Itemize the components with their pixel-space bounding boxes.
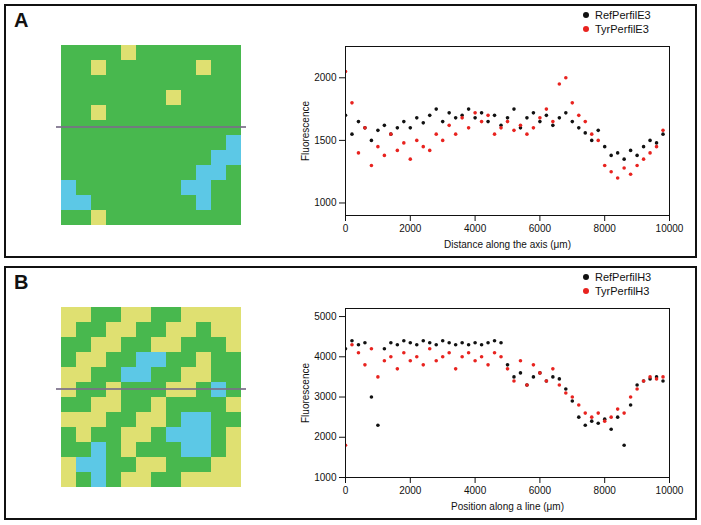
html-text:RefPerfilE3: RefPerfilE3 <box>595 9 651 21</box>
svg-text:Position along a line (μm): Position along a line (μm) <box>451 501 564 512</box>
svg-text:6000: 6000 <box>529 223 552 234</box>
svg-text:8000: 8000 <box>594 485 617 496</box>
svg-text:4000: 4000 <box>314 351 337 362</box>
svg-text:3000: 3000 <box>314 391 337 402</box>
svg-text:2000: 2000 <box>314 431 337 442</box>
svg-text:2000: 2000 <box>399 485 422 496</box>
svg-text:1000: 1000 <box>314 197 337 208</box>
svg-text:Distance along the axis (μm): Distance along the axis (μm) <box>444 239 571 250</box>
svg-text:10000: 10000 <box>656 485 684 496</box>
svg-text:4000: 4000 <box>464 485 487 496</box>
html-text:B: B <box>14 271 29 293</box>
svg-text:2000: 2000 <box>399 223 422 234</box>
html-text:A: A <box>14 9 29 31</box>
svg-text:1000: 1000 <box>314 472 337 483</box>
svg-text:4000: 4000 <box>464 223 487 234</box>
svg-text:0: 0 <box>343 223 349 234</box>
svg-text:6000: 6000 <box>529 485 552 496</box>
svg-text:Fluorescence: Fluorescence <box>300 363 311 423</box>
svg-text:2000: 2000 <box>314 72 337 83</box>
svg-text:8000: 8000 <box>594 223 617 234</box>
svg-text:0: 0 <box>343 485 349 496</box>
svg-text:5000: 5000 <box>314 311 337 322</box>
html-text:RefPerfilH3: RefPerfilH3 <box>595 271 652 283</box>
html-text:TyrPerfilH3: TyrPerfilH3 <box>595 285 650 297</box>
svg-text:1500: 1500 <box>314 135 337 146</box>
svg-text:10000: 10000 <box>656 223 684 234</box>
svg-text:Fluorescence: Fluorescence <box>300 101 311 161</box>
html-text:TyrPerfilE3: TyrPerfilE3 <box>595 23 649 35</box>
